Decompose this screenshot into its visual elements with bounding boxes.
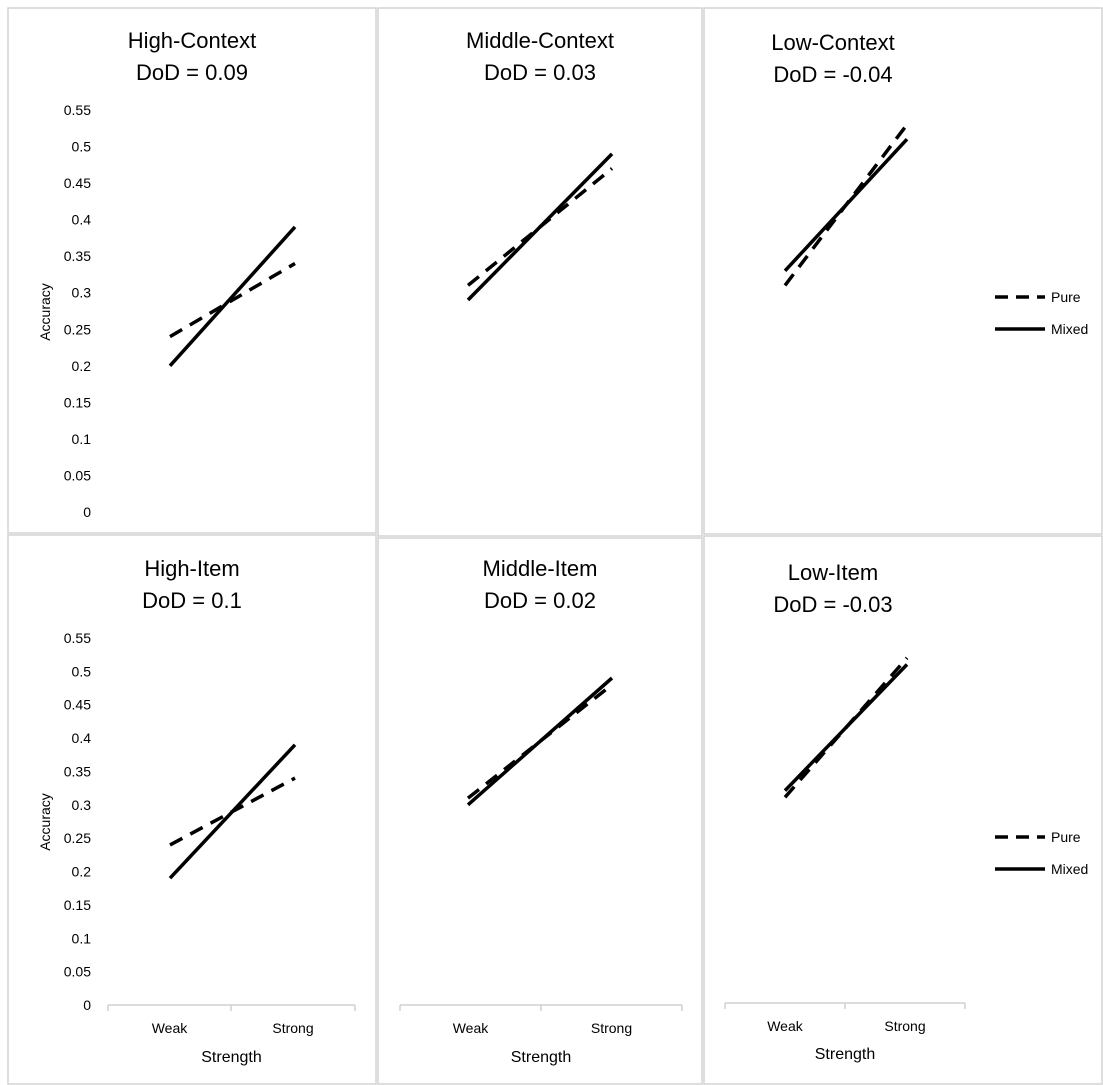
chart-subtitle: DoD = 0.1: [142, 588, 242, 613]
y-axis-label: Accuracy: [37, 793, 53, 851]
chart-panels: High-Context DoD = 0.09 0 0.05 0.1 0.15 0.2 0.2…: [37, 28, 966, 1066]
chart-title: Middle-Context: [466, 28, 614, 53]
panel-frame-middle-context: [377, 7, 703, 537]
chart-panel-low-context: Low-Context DoD = -0.04: [771, 30, 909, 287]
y-tick-label: 0: [83, 504, 91, 520]
series-line-mixed: [168, 225, 297, 367]
panel-frame-low-item: [703, 535, 1103, 1085]
y-tick-label: 0.55: [64, 630, 91, 646]
y-tick-label: 0.45: [64, 697, 91, 713]
y-tick-label: 0.35: [64, 248, 91, 264]
legend-top: Pure Mixed: [995, 289, 1088, 337]
panel-frames: [7, 7, 1103, 1085]
chart-panel-middle-context: Middle-Context DoD = 0.03: [466, 28, 614, 302]
y-tick-label: 0.45: [64, 175, 91, 191]
y-tick-label: 0.35: [64, 763, 91, 779]
y-tick-label: 0.15: [64, 897, 91, 913]
chart-panel-low-item: Low-Item DoD = -0.03 Weak Strong Strength: [724, 560, 966, 1063]
x-axis-label: Strength: [511, 1049, 571, 1066]
y-tick-label: 0.05: [64, 467, 91, 483]
chart-panel-high-item: High-Item DoD = 0.1 0 0.05 0.1 0.15 0.2 0.25 0.3…: [37, 556, 356, 1066]
x-axis-label: Strength: [201, 1049, 261, 1066]
chart-title: Low-Context: [771, 30, 895, 55]
series-line-mixed: [466, 152, 614, 302]
y-tick-label: 0.15: [64, 394, 91, 410]
chart-title: Low-Item: [788, 560, 878, 585]
y-tick-label: 0.25: [64, 830, 91, 846]
series-line-pure: [169, 261, 296, 339]
y-tick-label: 0.3: [72, 797, 92, 813]
legend-pure-label: Pure: [1051, 289, 1081, 305]
y-tick-label: 0.05: [64, 964, 91, 980]
legend-pure-label: Pure: [1051, 829, 1081, 845]
x-tick-label: Weak: [453, 1020, 490, 1036]
chart-title: Middle-Item: [483, 556, 598, 581]
y-tick-label: 0.55: [64, 102, 91, 118]
y-tick-label: 0.2: [72, 864, 92, 880]
panel-frame-high-context: [7, 7, 377, 534]
legend-mixed-label: Mixed: [1051, 861, 1088, 877]
chart-subtitle: DoD = 0.02: [484, 588, 596, 613]
chart-subtitle: DoD = 0.09: [136, 60, 248, 85]
x-axis-label: Strength: [815, 1046, 875, 1063]
y-tick-label: 0.2: [72, 358, 92, 374]
series-line-mixed: [168, 743, 297, 880]
chart-subtitle: DoD = 0.03: [484, 60, 596, 85]
y-tick-label: 0.25: [64, 321, 91, 337]
x-tick-label: Strong: [272, 1020, 313, 1036]
x-tick-label: Weak: [767, 1018, 804, 1034]
panel-frame-high-item: [7, 534, 377, 1085]
y-tick-label: 0.4: [72, 212, 92, 228]
y-axis-label: Accuracy: [37, 283, 53, 341]
legend-mixed-label: Mixed: [1051, 321, 1088, 337]
y-tick-label: 0.5: [72, 139, 92, 155]
y-tick-label: 0.1: [72, 930, 92, 946]
y-tick-label: 0.1: [72, 431, 92, 447]
series-line-mixed: [466, 676, 614, 807]
x-tick-label: Strong: [884, 1018, 925, 1034]
series-line-pure: [466, 683, 614, 800]
y-tick-label: 0.4: [72, 730, 92, 746]
panel-frame-middle-item: [377, 537, 703, 1085]
panel-frame-low-context: [703, 7, 1103, 535]
legend-bottom: Pure Mixed: [995, 829, 1088, 877]
series-line-mixed: [783, 663, 909, 792]
y-tick-label: 0.3: [72, 285, 92, 301]
chart-title: High-Item: [144, 556, 239, 581]
x-tick-label: Strong: [591, 1020, 632, 1036]
chart-subtitle: DoD = -0.04: [773, 62, 892, 87]
chart-subtitle: DoD = -0.03: [773, 592, 892, 617]
y-tick-label: 0.5: [72, 663, 92, 679]
chart-panel-middle-item: Middle-Item DoD = 0.02 Weak Strong Strength: [399, 556, 683, 1066]
x-tick-label: Weak: [152, 1020, 189, 1036]
series-line-mixed: [783, 138, 909, 272]
y-tick-label: 0: [83, 997, 91, 1013]
chart-title: High-Context: [128, 28, 256, 53]
chart-panel-high-context: High-Context DoD = 0.09 0 0.05 0.1 0.15 0.2 0.2…: [37, 28, 297, 520]
